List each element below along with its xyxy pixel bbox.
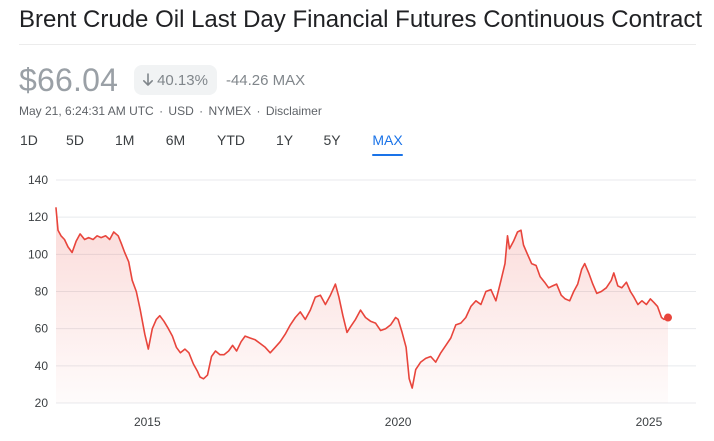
percent-change-value: 40.13% xyxy=(157,71,208,89)
percent-change-badge: 40.13% xyxy=(134,65,217,95)
tab-1m[interactable]: 1M xyxy=(115,132,135,148)
range-tabs: 1D 5D 1M 6M YTD 1Y 5Y MAX xyxy=(20,130,403,156)
quote-row: $66.04 40.13% -44.26 MAX xyxy=(19,60,305,100)
page-title: Brent Crude Oil Last Day Financial Futur… xyxy=(19,6,702,33)
x-tick-label: 2025 xyxy=(636,415,663,429)
exchange: NYMEX xyxy=(208,104,252,118)
price-chart-svg[interactable]: 20 40 60 80 100 120 140 2015 2020 2025 xyxy=(0,168,714,436)
y-tick-label: 20 xyxy=(35,396,49,410)
meta-separator: · xyxy=(256,104,261,118)
series-line xyxy=(55,207,669,389)
last-price-marker xyxy=(664,313,672,322)
current-price: $66.04 xyxy=(19,61,119,98)
disclaimer-link[interactable]: Disclaimer xyxy=(265,104,322,118)
y-tick-label: 80 xyxy=(35,285,49,299)
y-tick-label: 120 xyxy=(28,210,48,224)
y-tick-label: 60 xyxy=(35,322,49,336)
tab-5d[interactable]: 5D xyxy=(66,132,84,148)
tab-1y[interactable]: 1Y xyxy=(276,132,294,148)
tab-1d[interactable]: 1D xyxy=(20,132,38,148)
quote-meta: May 21, 6:24:31 AM UTC · USD · NYMEX · D… xyxy=(19,104,322,118)
tab-ytd[interactable]: YTD xyxy=(217,132,245,148)
absolute-change-value: -44.26 MAX xyxy=(225,71,306,89)
y-tick-label: 140 xyxy=(28,173,48,187)
y-tick-label: 100 xyxy=(28,247,48,261)
currency: USD xyxy=(168,104,194,118)
tab-6m[interactable]: 6M xyxy=(165,132,186,148)
x-tick-label: 2015 xyxy=(134,415,161,429)
meta-separator: · xyxy=(159,104,164,118)
tab-5y[interactable]: 5Y xyxy=(323,132,341,148)
series-area xyxy=(56,207,668,403)
title-divider xyxy=(19,44,696,45)
price-chart[interactable]: 20 40 60 80 100 120 140 2015 2020 2025 xyxy=(0,168,714,436)
x-tick-label: 2020 xyxy=(385,415,412,429)
tab-max[interactable]: MAX xyxy=(372,130,403,156)
timestamp: May 21, 6:24:31 AM UTC xyxy=(19,104,154,118)
meta-separator: · xyxy=(199,104,204,118)
y-tick-label: 40 xyxy=(35,359,49,373)
arrow-down-icon xyxy=(143,73,154,86)
